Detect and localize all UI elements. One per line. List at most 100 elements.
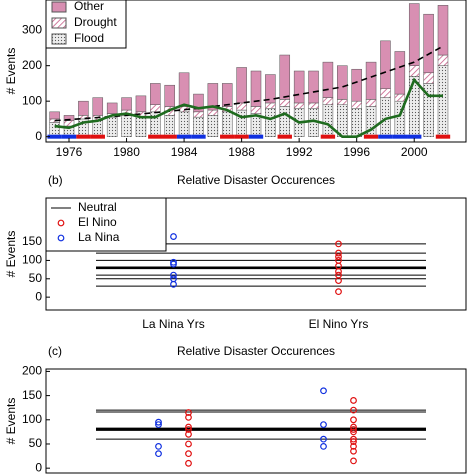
bar-segment	[380, 40, 391, 89]
data-point	[155, 421, 162, 429]
bar-segment	[106, 116, 118, 137]
bar-segment	[293, 102, 305, 109]
bar-segment	[250, 70, 262, 107]
legend-label: La Nina	[78, 230, 120, 244]
data-point	[350, 438, 357, 445]
legend-swatch	[57, 219, 65, 227]
bar-segment	[279, 99, 291, 107]
y-tick-label: 0	[35, 129, 42, 143]
trend-line	[54, 45, 444, 122]
bar-segment	[92, 120, 104, 137]
bar-segment	[207, 83, 219, 111]
data-point	[185, 409, 192, 416]
data-point	[185, 459, 192, 467]
y-tick-label: 100	[22, 253, 42, 267]
data-point	[185, 450, 192, 458]
enso-year	[277, 134, 292, 139]
bar-segment	[437, 65, 449, 137]
data-point	[350, 428, 357, 436]
bar-segment	[337, 99, 348, 105]
data-point	[350, 416, 357, 424]
bar-segment	[207, 115, 219, 137]
data-point	[350, 406, 357, 414]
data-point	[335, 240, 342, 248]
plot-frame	[45, 197, 467, 311]
bar-segment	[322, 104, 334, 137]
enso-year	[435, 134, 451, 139]
data-point	[155, 442, 162, 450]
y-tick-label: 50	[29, 271, 43, 285]
enso-year	[320, 134, 336, 139]
enso-year	[378, 134, 393, 139]
index-line	[54, 77, 443, 138]
legend-label: Other	[74, 0, 104, 13]
data-point	[350, 442, 357, 450]
data-point	[170, 233, 177, 240]
bar-segment	[150, 104, 161, 113]
y-tick-label: 0	[35, 460, 42, 474]
enso-year	[407, 134, 422, 139]
y-axis-label: # Events	[4, 48, 18, 95]
legend-label: Flood	[74, 31, 104, 45]
bar-segment	[193, 116, 204, 137]
bar-segment	[437, 5, 449, 56]
data-point	[335, 277, 342, 285]
data-point	[350, 457, 357, 465]
data-point	[185, 426, 192, 433]
data-point	[185, 423, 192, 431]
bar-segment	[164, 115, 175, 137]
legend-label: El Nino	[78, 215, 117, 229]
legend-swatch	[51, 17, 67, 29]
y-tick-label: 100	[22, 93, 42, 107]
bar-segment	[365, 61, 377, 100]
data-point	[350, 426, 357, 433]
panel-label: (c)	[48, 344, 62, 358]
legend-swatch	[57, 234, 65, 242]
bar-segment	[135, 95, 147, 113]
bar-segment	[423, 72, 434, 84]
enso-year	[162, 134, 177, 139]
data-point	[320, 421, 327, 429]
data-point	[155, 418, 162, 426]
bar-segment	[207, 109, 219, 116]
x-tick-label: 1980	[113, 145, 140, 159]
y-tick-label: 200	[22, 364, 42, 378]
bar-segment	[308, 70, 319, 104]
y-tick-label: 200	[22, 58, 42, 72]
bar-segment	[322, 97, 334, 105]
enso-year	[61, 134, 77, 139]
x-tick-label: 1976	[56, 145, 83, 159]
data-point	[320, 435, 327, 443]
bar-segment	[265, 108, 276, 137]
x-tick-label: 2000	[401, 145, 428, 159]
bar-segment	[178, 111, 190, 137]
data-point	[170, 280, 177, 288]
bar-segment	[351, 100, 362, 109]
data-point	[320, 442, 327, 450]
y-tick-label: 50	[29, 436, 43, 450]
bar-segment	[423, 13, 434, 74]
data-point	[185, 413, 192, 421]
y-axis-label: # Events	[4, 231, 18, 278]
y-tick-label: 0	[35, 289, 42, 303]
bar-segment	[178, 72, 190, 107]
bar-segment	[92, 97, 104, 116]
bar-segment	[365, 99, 377, 107]
bar-segment	[135, 116, 147, 137]
bar-segment	[193, 93, 204, 113]
y-tick-label: 150	[22, 234, 42, 248]
x-tick-label: 1996	[343, 145, 370, 159]
chart-title: Relative Disaster Occurences	[177, 173, 335, 187]
enso-year	[363, 134, 379, 139]
data-point	[185, 430, 192, 438]
bar-segment	[351, 108, 362, 137]
data-point	[320, 387, 327, 395]
data-point	[335, 268, 342, 275]
data-point	[335, 253, 342, 261]
bar-segment	[121, 115, 132, 137]
bar-segment	[322, 61, 334, 98]
data-point	[350, 423, 357, 431]
bar-segment	[49, 122, 60, 137]
bar-segment	[437, 54, 449, 66]
